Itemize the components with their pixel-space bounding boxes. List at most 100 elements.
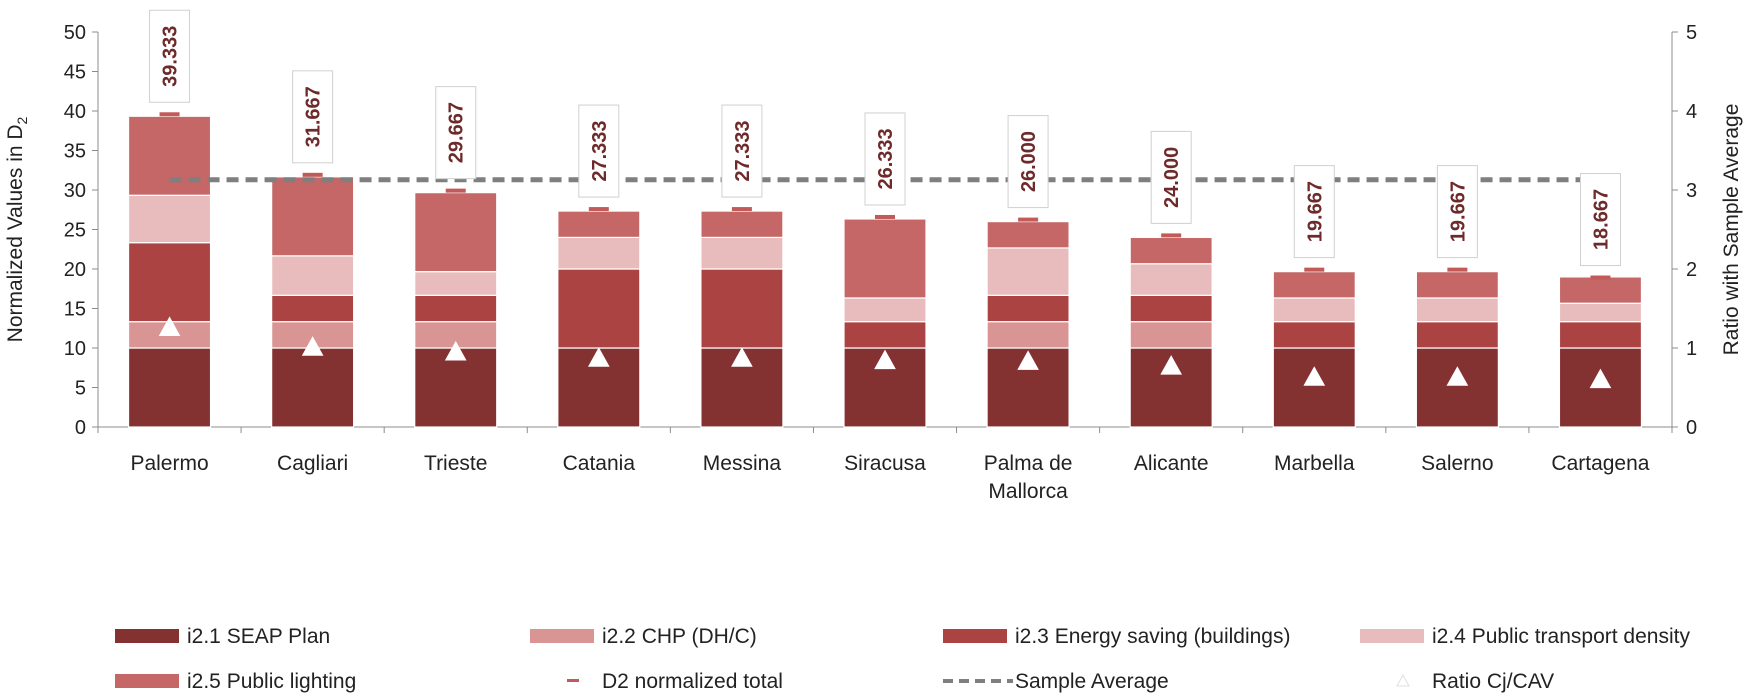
bar-segment xyxy=(1272,271,1356,299)
total-label-box xyxy=(864,112,906,206)
bar-segment xyxy=(986,294,1070,323)
ratio-marker xyxy=(1160,355,1183,375)
y2-tick-label: 5 xyxy=(1686,22,1697,44)
total-marker xyxy=(1447,267,1468,272)
bar-segment xyxy=(1272,297,1356,323)
total-label: 39.333 xyxy=(160,26,182,87)
bar-segment xyxy=(986,247,1070,296)
total-marker xyxy=(1590,275,1611,280)
total-label: 26.333 xyxy=(875,128,897,189)
y-tick-label: 35 xyxy=(64,141,86,163)
y2-axis-title: Ratio with Sample Average xyxy=(1720,104,1743,356)
y2-tick-label: 0 xyxy=(1686,417,1697,439)
legend-swatch xyxy=(115,674,179,688)
bars xyxy=(127,115,1643,428)
total-marker xyxy=(302,172,323,177)
bar-segment xyxy=(986,221,1070,249)
bar-segment xyxy=(1415,321,1499,349)
ratio-marker xyxy=(1017,350,1039,370)
bar-segment xyxy=(557,210,641,239)
bar-segment xyxy=(700,210,784,239)
total-label-box xyxy=(435,86,477,180)
ratio-marker xyxy=(587,347,610,367)
bar-segment xyxy=(1129,321,1213,349)
y-tick-label: 10 xyxy=(64,338,86,360)
bar-segment xyxy=(1415,297,1499,323)
bar-segment xyxy=(127,115,212,196)
ratio-marker xyxy=(874,349,896,370)
legend-label: i2.2 CHP (DH/C) xyxy=(602,625,757,648)
bar-segment xyxy=(843,218,927,299)
total-labels: 39.333 31.667 29.667 27.333 27.333 26.333 26.0… xyxy=(149,9,1621,267)
category-label: Palma de xyxy=(984,452,1073,475)
legend-swatch xyxy=(1360,629,1424,643)
total-label-box xyxy=(1579,173,1621,267)
total-marker xyxy=(1161,233,1182,238)
bar-segment xyxy=(271,347,355,428)
total-marker xyxy=(445,188,466,193)
y-axis-title: Normalized Values in D2 xyxy=(4,116,30,342)
bar-segment xyxy=(843,321,927,349)
bar-segment xyxy=(986,347,1070,428)
category-label: Salerno xyxy=(1421,452,1493,475)
total-label-box xyxy=(1007,115,1049,209)
bar-segment xyxy=(700,236,784,270)
bar-segment xyxy=(414,294,498,323)
legend: i2.1 SEAP Plan i2.2 CHP (DH/C) i2.3 Energy… xyxy=(115,625,1690,693)
y2-tick-label: 1 xyxy=(1686,338,1697,360)
total-label-box xyxy=(149,9,191,103)
y-tick-label: 20 xyxy=(64,259,86,281)
bar-segment xyxy=(1558,302,1643,323)
bar-segment xyxy=(127,242,212,323)
bar-segment xyxy=(700,268,784,349)
total-label: 27.333 xyxy=(589,120,611,181)
total-marker xyxy=(1018,217,1039,222)
bar-segment xyxy=(1129,263,1213,296)
total-label: 19.667 xyxy=(1304,181,1326,242)
bar-segment xyxy=(127,347,212,428)
ratio-marker xyxy=(301,336,324,356)
ratio-marker xyxy=(731,347,753,367)
legend-label: Sample Average xyxy=(1015,670,1169,693)
bar-segment xyxy=(414,347,498,428)
legend-label: i2.5 Public lighting xyxy=(187,670,356,693)
bar-segment xyxy=(271,176,355,257)
bar-segment xyxy=(700,347,784,428)
legend-label: D2 normalized total xyxy=(602,670,783,693)
total-label: 18.667 xyxy=(1590,189,1612,250)
total-marker xyxy=(875,214,895,219)
y-tick-label: 0 xyxy=(75,417,86,439)
y2-tick-label: 3 xyxy=(1686,180,1697,202)
bar-segment xyxy=(1129,236,1213,265)
category-label: Siracusa xyxy=(844,452,926,475)
total-label: 29.667 xyxy=(446,102,468,163)
total-marker xyxy=(1304,267,1325,272)
category-label: Marbella xyxy=(1274,452,1355,475)
bar-segment xyxy=(1558,321,1643,349)
bar-segment xyxy=(1415,347,1499,428)
bar-segment xyxy=(414,192,498,273)
ratio-marker xyxy=(444,340,467,361)
total-label-box xyxy=(1293,165,1335,259)
total-label-box xyxy=(1436,165,1478,259)
ratio-marker xyxy=(158,316,181,336)
y-tick-label: 5 xyxy=(75,378,86,400)
y-tick-label: 45 xyxy=(64,62,86,84)
legend-swatch xyxy=(115,629,179,643)
legend-label: Ratio Cj/CAV xyxy=(1432,670,1554,693)
category-label: Cartagena xyxy=(1551,452,1649,475)
total-label: 24.000 xyxy=(1161,147,1183,208)
legend-swatch xyxy=(567,679,579,682)
bar-segment xyxy=(1272,321,1356,349)
ratio-marker xyxy=(1446,366,1469,386)
y2-tick-label: 4 xyxy=(1686,101,1697,123)
bar-segment xyxy=(414,271,498,296)
bar-segment xyxy=(986,321,1070,349)
y-tick-label: 40 xyxy=(64,101,86,123)
total-label: 31.667 xyxy=(303,86,325,147)
y-tick-label: 30 xyxy=(64,180,86,202)
total-label: 26.000 xyxy=(1018,131,1040,192)
legend-label: i2.1 SEAP Plan xyxy=(187,625,330,648)
